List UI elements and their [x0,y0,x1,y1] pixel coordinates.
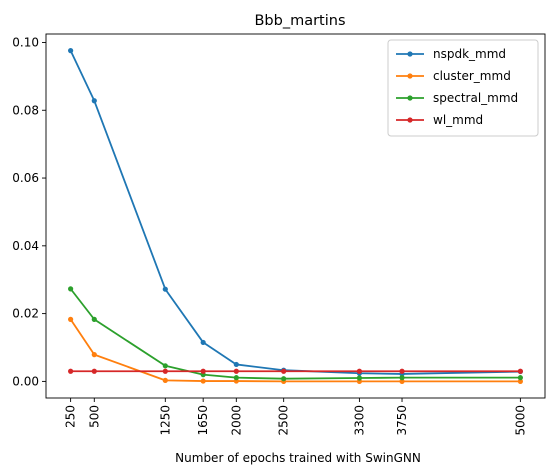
data-point-nspdk_mmd [91,98,97,104]
y-tick-label: 0.08 [12,103,39,117]
data-point-spectral_mmd [517,375,523,381]
data-point-wl_mmd [91,368,97,374]
data-point-wl_mmd [399,368,405,374]
data-point-spectral_mmd [68,286,74,292]
plot-frame [45,33,546,399]
x-tick-label: 2000 [229,405,243,436]
x-tick-label: 2500 [277,405,291,436]
data-point-cluster_mmd [68,316,74,322]
x-tick-label: 3300 [352,405,366,436]
y-tick-label: 0.06 [12,171,39,185]
plot-area [45,33,546,399]
y-axis: 0.00 0.02 0.04 0.06 0.08 0.10 [12,35,46,388]
legend-box [387,39,539,137]
legend-marker-nspdk_mmd [407,51,413,57]
data-point-spectral_mmd [233,375,239,381]
x-tick-label: 3750 [395,405,409,436]
legend-label-wl_mmd: wl_mmd [433,113,483,127]
data-point-spectral_mmd [91,316,97,322]
series-line-spectral_mmd [69,288,521,380]
y-tick-label: 0.02 [12,307,39,321]
data-point-wl_mmd [68,368,74,374]
data-point-cluster_mmd [200,378,206,384]
x-tick-label: 5000 [513,405,527,436]
y-tick-label: 0.00 [12,374,39,388]
legend-label-cluster_mmd: cluster_mmd [433,69,511,83]
data-point-cluster_mmd [91,352,97,358]
x-tick-label: 1250 [158,405,172,436]
data-point-nspdk_mmd [162,286,168,292]
data-point-spectral_mmd [356,375,363,381]
data-point-wl_mmd [233,368,239,374]
data-point-spectral_mmd [162,363,168,369]
data-point-wl_mmd [281,368,287,374]
data-point-cluster_mmd [162,377,168,383]
x-axis: 250 500 1250 1650 2000 2500 3300 3750 5000 [64,398,527,436]
data-point-nspdk_mmd [200,339,206,346]
legend-marker-cluster_mmd [407,73,413,79]
data-point-wl_mmd [200,368,206,374]
data-point-cluster_mmd [399,378,405,384]
legend-label-spectral_mmd: spectral_mmd [433,91,518,105]
data-point-spectral_mmd [399,375,405,381]
data-point-wl_mmd [517,368,523,374]
data-point-spectral_mmd [281,376,287,382]
x-tick-label: 250 [64,405,78,428]
chart-title: Bbb_martins [254,13,345,29]
data-point-nspdk_mmd [68,48,74,54]
y-tick-label: 0.10 [12,35,39,49]
x-tick-label: 500 [87,405,101,428]
legend: nspdk_mmd cluster_mmd spectral_mmd wl_mmd [387,39,539,137]
data-point-cluster_mmd [517,378,523,384]
data-point-wl_mmd [162,368,168,374]
y-tick-label: 0.04 [12,239,39,253]
legend-marker-spectral_mmd [407,95,413,101]
x-tick-label: 1650 [196,405,210,436]
x-axis-label: Number of epochs trained with SwinGNN [175,451,421,465]
data-point-nspdk_mmd [233,361,239,368]
data-point-wl_mmd [356,368,363,374]
legend-marker-wl_mmd [407,117,413,123]
legend-label-nspdk_mmd: nspdk_mmd [433,47,506,61]
